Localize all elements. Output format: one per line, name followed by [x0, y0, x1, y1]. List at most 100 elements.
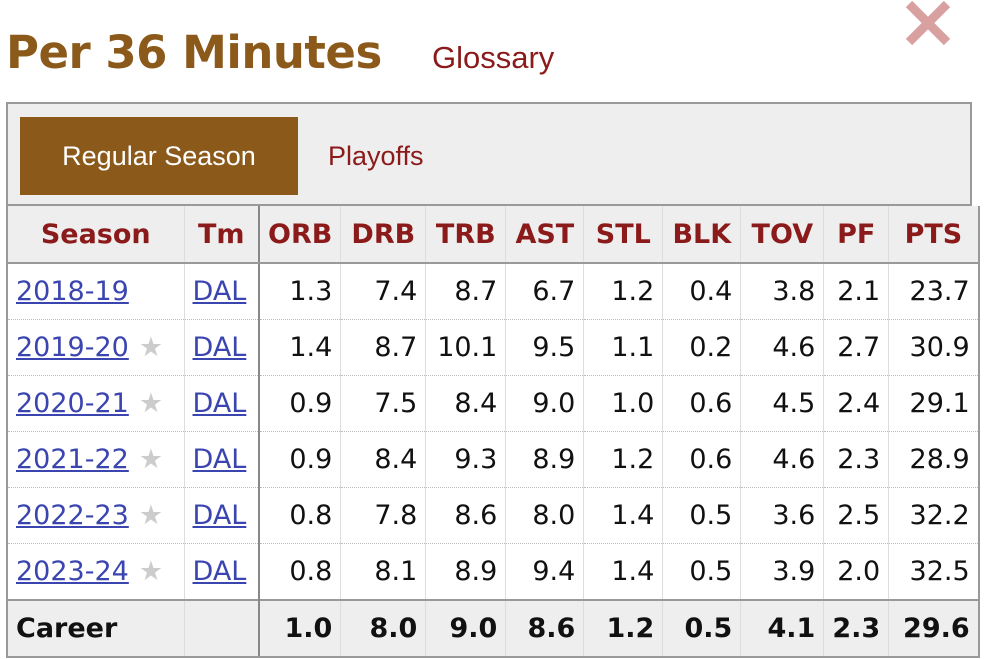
team-link[interactable]: DAL: [192, 556, 247, 587]
stat-blk: 0.6: [662, 431, 742, 488]
column-header-trb[interactable]: TRB: [425, 206, 507, 264]
stat-tov: 3.6: [740, 487, 825, 544]
stat-blk: 0.5: [662, 543, 742, 601]
stats-table: Season Tm ORB DRB TRB AST STL BLK TOV PF PTS 2018-…: [6, 206, 980, 658]
season-link[interactable]: 2023-24: [16, 556, 129, 587]
stat-blk: 0.4: [662, 263, 742, 320]
career-drb: 8.0: [340, 599, 427, 658]
stat-stl: 1.2: [583, 431, 664, 488]
team-cell: DAL: [184, 431, 260, 488]
career-team: [184, 599, 260, 658]
stat-ast: 9.4: [505, 543, 585, 601]
stat-stl: 1.4: [583, 487, 664, 544]
table-row: 2020-21 ★ DAL 0.9 7.5 8.4 9.0 1.0 0.6 4.5 2.4 29.1: [7, 375, 980, 432]
stat-trb: 8.6: [425, 487, 507, 544]
column-header-tov[interactable]: TOV: [740, 206, 825, 264]
season-link[interactable]: 2019-20: [16, 332, 129, 363]
table-row: 2018-19 DAL 1.3 7.4 8.7 6.7 1.2 0.4 3.8 2.1 23.7: [7, 263, 980, 320]
tab-playoffs[interactable]: Playoffs: [328, 140, 424, 171]
stat-pf: 2.5: [823, 487, 890, 544]
career-ast: 8.6: [505, 599, 585, 658]
stat-pts: 30.9: [888, 319, 980, 376]
stat-pts: 23.7: [888, 263, 980, 320]
stat-orb: 0.9: [258, 375, 342, 432]
column-header-season[interactable]: Season: [7, 206, 185, 264]
career-pf: 2.3: [823, 599, 890, 658]
career-orb: 1.0: [258, 599, 342, 658]
career-trb: 9.0: [425, 599, 507, 658]
star-icon: ★: [138, 500, 164, 531]
stat-tov: 4.6: [740, 319, 825, 376]
career-pts: 29.6: [888, 599, 980, 658]
team-link[interactable]: DAL: [192, 332, 247, 363]
season-link[interactable]: 2020-21: [16, 388, 129, 419]
star-icon: ★: [138, 332, 164, 363]
team-link[interactable]: DAL: [192, 276, 247, 307]
stat-blk: 0.5: [662, 487, 742, 544]
stat-drb: 7.5: [340, 375, 427, 432]
career-label: Career: [7, 599, 185, 658]
career-blk: 0.5: [662, 599, 742, 658]
tab-bar: Regular Season Playoffs: [6, 102, 972, 206]
stat-pf: 2.1: [823, 263, 890, 320]
stat-orb: 0.8: [258, 487, 342, 544]
stat-tov: 3.8: [740, 263, 825, 320]
career-stl: 1.2: [583, 599, 664, 658]
stat-drb: 8.7: [340, 319, 427, 376]
star-icon: ★: [138, 388, 164, 419]
column-header-pts[interactable]: PTS: [888, 206, 980, 264]
team-link[interactable]: DAL: [192, 444, 247, 475]
stat-pts: 32.5: [888, 543, 980, 601]
column-header-ast[interactable]: AST: [505, 206, 585, 264]
stat-ast: 8.0: [505, 487, 585, 544]
team-cell: DAL: [184, 319, 260, 376]
close-icon[interactable]: [903, 0, 953, 48]
season-cell: 2022-23 ★: [7, 487, 185, 544]
stat-trb: 8.4: [425, 375, 507, 432]
column-header-drb[interactable]: DRB: [340, 206, 427, 264]
season-cell: 2021-22 ★: [7, 431, 185, 488]
stat-drb: 7.8: [340, 487, 427, 544]
stat-trb: 9.3: [425, 431, 507, 488]
season-cell: 2019-20 ★: [7, 319, 185, 376]
table-row: 2023-24 ★ DAL 0.8 8.1 8.9 9.4 1.4 0.5 3.9 2.0 32.5: [7, 543, 980, 601]
stat-orb: 1.4: [258, 319, 342, 376]
team-cell: DAL: [184, 543, 260, 601]
season-cell: 2023-24 ★: [7, 543, 185, 601]
stat-pf: 2.3: [823, 431, 890, 488]
column-header-tm[interactable]: Tm: [184, 206, 260, 264]
stat-orb: 0.9: [258, 431, 342, 488]
column-header-orb[interactable]: ORB: [258, 206, 342, 264]
stat-drb: 8.1: [340, 543, 427, 601]
stat-pts: 29.1: [888, 375, 980, 432]
star-icon: ★: [138, 556, 164, 587]
stat-ast: 9.0: [505, 375, 585, 432]
stat-pts: 32.2: [888, 487, 980, 544]
stat-orb: 1.3: [258, 263, 342, 320]
glossary-link[interactable]: Glossary: [432, 40, 555, 75]
stat-ast: 8.9: [505, 431, 585, 488]
tab-regular-season[interactable]: Regular Season: [20, 117, 298, 195]
table-row: 2022-23 ★ DAL 0.8 7.8 8.6 8.0 1.4 0.5 3.6 2.5 32.2: [7, 487, 980, 544]
column-header-stl[interactable]: STL: [583, 206, 664, 264]
season-link[interactable]: 2021-22: [16, 444, 129, 475]
team-link[interactable]: DAL: [192, 388, 247, 419]
star-icon: ★: [138, 444, 164, 475]
stat-stl: 1.1: [583, 319, 664, 376]
career-row: Career 1.0 8.0 9.0 8.6 1.2 0.5 4.1 2.3 29.6: [7, 599, 980, 658]
team-link[interactable]: DAL: [192, 500, 247, 531]
column-header-pf[interactable]: PF: [823, 206, 890, 264]
stat-ast: 6.7: [505, 263, 585, 320]
stat-orb: 0.8: [258, 543, 342, 601]
team-cell: DAL: [184, 487, 260, 544]
stat-trb: 8.9: [425, 543, 507, 601]
table-row: 2021-22 ★ DAL 0.9 8.4 9.3 8.9 1.2 0.6 4.6 2.3 28.9: [7, 431, 980, 488]
stat-tov: 4.6: [740, 431, 825, 488]
season-link[interactable]: 2018-19: [16, 276, 129, 307]
column-header-blk[interactable]: BLK: [662, 206, 742, 264]
stat-tov: 3.9: [740, 543, 825, 601]
stat-stl: 1.2: [583, 263, 664, 320]
season-link[interactable]: 2022-23: [16, 500, 129, 531]
stat-pts: 28.9: [888, 431, 980, 488]
stat-trb: 8.7: [425, 263, 507, 320]
